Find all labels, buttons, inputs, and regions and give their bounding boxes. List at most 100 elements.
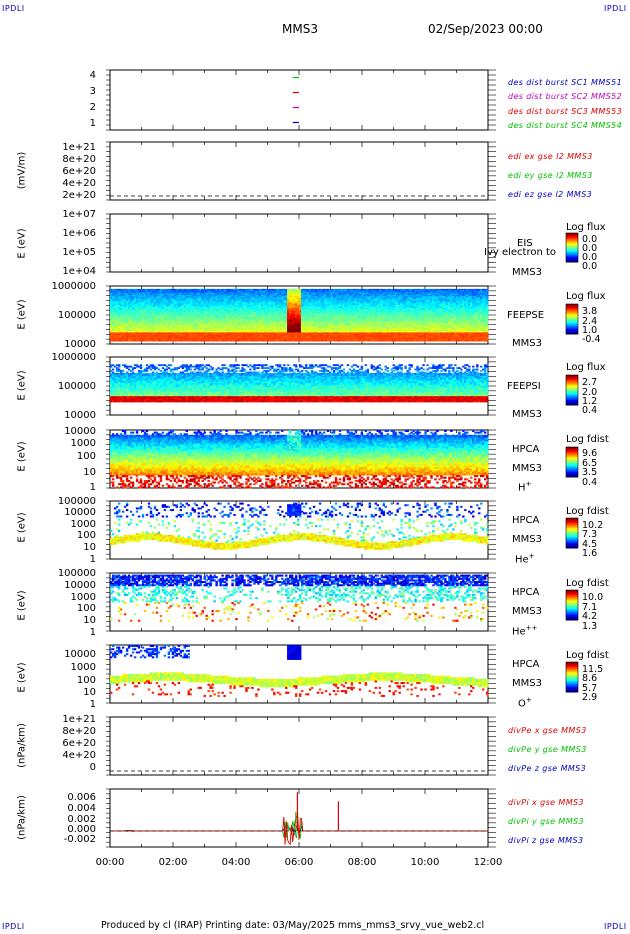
spectrogram-cell [145,303,149,306]
spectrogram-cell [318,299,322,301]
spectrogram-cell [115,316,119,319]
spectrogram-cell [195,320,198,323]
spectrogram-cell [137,329,141,332]
spectrogram-cell [131,297,135,300]
spectrogram-cell [269,297,272,300]
spectrogram-cell [135,306,139,309]
spectrogram-cell [137,304,141,307]
spectrogram-cell [111,322,115,325]
spectrogram-cell [199,304,202,307]
spectrogram-cell [291,316,294,319]
spectrogram-cell [275,338,278,341]
colorbar-cell-4-11 [566,388,578,391]
spectrogram-cell [251,313,254,316]
spectrogram-cell [115,290,119,293]
spectrogram-cell [203,326,206,329]
colorbar-cell-8-8 [566,672,578,674]
spectrogram-cell [215,336,218,339]
spectrogram-cell [187,332,190,335]
spectrogram-cell [271,315,274,317]
spectrogram-cell [119,313,123,316]
spectrogram-cell [147,294,151,297]
spectrogram-cell [135,288,139,291]
spectrogram-cell [221,336,224,339]
spectrogram-cell [322,325,326,327]
spectrogram-cell [285,330,288,333]
spectrogram-cell [338,291,342,294]
spectrogram-cell [231,309,234,312]
colorbar-cell-2-1 [566,234,578,236]
spectrogram-cell [159,339,163,342]
spectrogram-cell [312,332,316,335]
spectrogram-cell [171,320,175,323]
spectrogram-cell [149,306,153,309]
spectrogram-cell [169,297,173,300]
spectrogram-cell [155,303,159,306]
spectrogram-cell [257,333,260,336]
spectrogram-cell [243,333,246,336]
spectrogram-cell [237,301,240,304]
spectrogram-cell [217,333,220,336]
spectrogram-cell [117,310,121,313]
spectrogram-cell [225,300,228,303]
spectrogram-cell [300,320,304,323]
spectrogram-cell [243,335,246,338]
spectrogram-cell [135,291,139,294]
spectrogram-cell [149,315,153,317]
spectrogram-cell [183,317,186,320]
spectrogram-cell [285,313,288,316]
spectrogram-cell [147,312,151,314]
spectrogram-cell [187,338,190,341]
spectrogram-cell [322,326,326,329]
spectrogram-cell [173,309,177,312]
spectrogram-cell [161,293,165,296]
spectrogram-cell [129,294,133,297]
spectrogram-cell [145,322,149,325]
spectrogram-cell [149,291,153,294]
spectrogram-cell [229,299,232,301]
colorbar-cell-6-22 [566,545,578,548]
spectrogram-cell [227,310,230,313]
spectrogram-cell [293,304,296,307]
spectrogram-cell [289,315,292,317]
spectrogram-cell [257,335,260,338]
spectrogram-cell [167,288,171,291]
spectrogram-cell [139,329,143,332]
spectrogram-cell [304,326,308,329]
spectrogram-cell [117,293,121,296]
spectrogram-cell [111,296,115,298]
spectrogram-cell [300,294,304,297]
spectrogram-cell [283,330,286,333]
spectrogram-cell [225,336,228,339]
spectrogram-cell [169,320,173,323]
spectrogram-cell [169,299,173,301]
spectrogram-cell [145,328,149,330]
spectrogram-cell [137,323,141,326]
spectrogram-cell [308,301,312,304]
spectrogram-cell [255,335,258,338]
spectrogram-cell [185,328,188,330]
spectrogram-cell [281,301,284,304]
spectrogram-cell [111,328,115,330]
spectrogram-cell [245,300,248,303]
spectrogram-cell [251,312,254,314]
spectrogram-cell [153,320,157,323]
spectrogram-cell [151,335,155,338]
spectrogram-cell [269,332,272,335]
spectrogram-cell [157,310,161,313]
spectrogram-cell [255,304,258,307]
spectrogram-cell [115,313,119,316]
spectrogram-cell [281,313,284,316]
spectrogram-cell [209,332,212,335]
spectrogram-cell [171,288,175,291]
spectrogram-cell [306,290,310,293]
spectrogram-cell [157,315,161,317]
spectrogram-cell [125,323,129,326]
spectrogram-cell [324,309,328,312]
spectrogram-cell [336,326,340,329]
spectrogram-cell [143,307,147,310]
spectrogram-cell [257,323,260,326]
spectrogram-cell [233,300,236,303]
spectrogram-cell [251,339,254,342]
spectrogram-cell [231,336,234,339]
